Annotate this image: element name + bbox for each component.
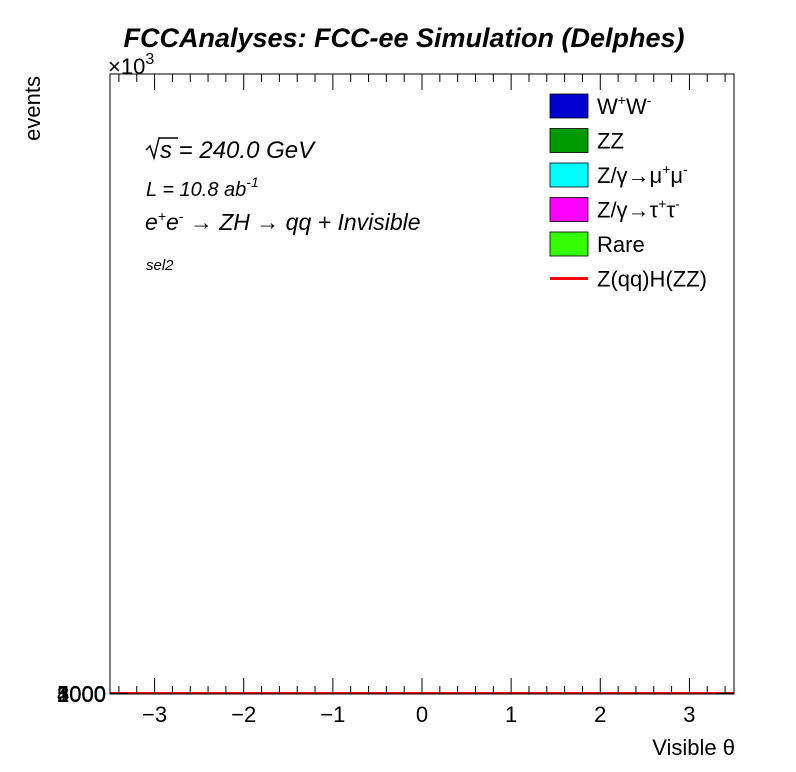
legend-swatch-z [550, 163, 588, 187]
x-tick-label: 1 [505, 702, 517, 727]
x-tick-label: −3 [142, 702, 167, 727]
annotation-process: e+e- → ZH → qq + Invisible [145, 208, 421, 235]
legend-swatch-w [550, 94, 588, 118]
x-tick-label: 0 [416, 702, 428, 727]
x-axis-label: Visible θ [652, 735, 735, 760]
legend-swatch-rare [550, 232, 588, 256]
chart-canvas: FCCAnalyses: FCC-ee Simulation (Delphes)… [0, 0, 796, 772]
annotation-luminosity: L = 10.8 ab-1 [146, 174, 259, 201]
x-tick-label: 3 [683, 702, 695, 727]
y-tick-label: 5000 [57, 681, 106, 706]
x-tick-label: −1 [320, 702, 345, 727]
legend-label-w: W+W- [597, 92, 652, 119]
chart-title: FCCAnalyses: FCC-ee Simulation (Delphes) [123, 23, 684, 53]
legend-label-z: Z/γ→μ+μ- [597, 161, 688, 188]
x-tick-label: 2 [594, 702, 606, 727]
legend-label-z: Z/γ→τ+τ- [597, 196, 680, 223]
legend-swatch-zz [550, 129, 588, 153]
legend: W+W- ZZ Z/γ→μ+μ- Z/γ→τ+τ- Rare Z(qq)H(ZZ) [550, 92, 707, 292]
x-tick-label: −2 [231, 702, 256, 727]
legend-swatch-z [550, 198, 588, 222]
y-axis-exponent: ×103 [108, 51, 154, 79]
annotation-sqrt-s: s = 240.0 GeV [146, 137, 316, 164]
annotation-selection: sel2 [146, 257, 174, 274]
svg-text:s = 240.0 GeV: s = 240.0 GeV [160, 137, 316, 164]
y-axis-label: events [20, 76, 45, 141]
legend-label-rare: Rare [597, 232, 645, 257]
legend-label-zz: ZZ [597, 129, 624, 154]
legend-label-z-qq-h-zz: Z(qq)H(ZZ) [597, 267, 707, 292]
